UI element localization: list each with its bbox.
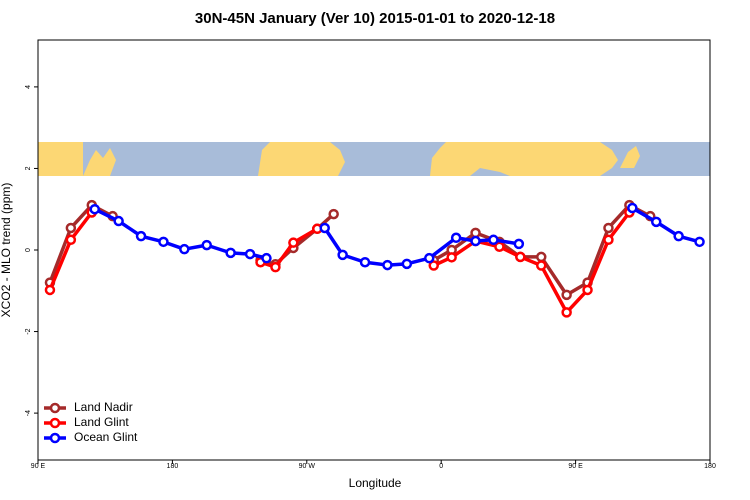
data-point — [673, 230, 684, 242]
data-point — [561, 307, 572, 318]
data-point — [582, 284, 593, 296]
data-point — [650, 216, 662, 228]
x-tick-label: 180 — [704, 463, 716, 470]
x-tick-label: 90 W — [299, 463, 316, 470]
data-point — [382, 259, 393, 271]
y-tick-label: 0 — [25, 248, 32, 252]
chart-title: 30N-45N January (Ver 10) 2015-01-01 to 2… — [195, 10, 555, 27]
data-point — [359, 256, 371, 268]
y-tick-label: -2 — [25, 328, 32, 334]
data-point — [561, 289, 572, 301]
plot-frame — [37, 39, 711, 461]
legend-marker — [49, 402, 61, 414]
data-point — [488, 234, 499, 246]
data-point — [65, 222, 77, 234]
data-point — [424, 252, 435, 264]
data-point — [337, 249, 348, 261]
data-point — [627, 202, 638, 214]
data-point — [513, 238, 525, 250]
data-point — [244, 248, 256, 260]
data-point — [603, 222, 614, 234]
y-tick-label: -4 — [25, 410, 32, 416]
data-point — [401, 258, 413, 270]
data-point — [328, 208, 339, 220]
data-point — [270, 261, 281, 273]
data-point — [65, 234, 77, 246]
data-point — [158, 236, 169, 248]
legend-label: Land Nadir — [74, 400, 133, 414]
data-point — [450, 232, 462, 244]
data-point — [470, 235, 481, 247]
data-point — [44, 284, 56, 296]
legend-marker — [49, 432, 61, 444]
data-point — [288, 237, 299, 248]
data-point — [89, 203, 100, 215]
y-axis-label: XCO2 - MLO trend (ppm) — [0, 183, 13, 318]
data-point — [515, 251, 526, 263]
data-point — [428, 260, 439, 271]
data-point — [201, 239, 212, 251]
data-point — [446, 252, 457, 263]
legend-label: Land Glint — [74, 415, 129, 429]
data-point — [494, 241, 505, 252]
x-tick-label: 90 E — [31, 463, 46, 470]
map-strip — [38, 142, 710, 176]
legend-label: Ocean Glint — [74, 430, 138, 444]
x-tick-label: 90 E — [568, 463, 583, 470]
y-tick-label: 2 — [25, 166, 32, 170]
legend-marker — [49, 417, 61, 429]
data-point — [536, 260, 547, 271]
data-point — [319, 222, 330, 234]
data-point — [113, 215, 124, 227]
data-point — [603, 234, 614, 246]
data-point — [225, 247, 236, 259]
data-point — [470, 227, 481, 239]
data-point — [536, 251, 547, 263]
x-axis-label: Longitude — [349, 476, 402, 490]
data-point — [694, 236, 705, 248]
data-point — [179, 243, 190, 255]
x-tick-label: 0 — [439, 463, 443, 470]
y-tick-label: 4 — [25, 85, 32, 89]
data-point — [135, 230, 147, 242]
series-line — [48, 203, 652, 297]
data-point — [261, 252, 272, 264]
x-tick-label: 180 — [167, 463, 179, 470]
